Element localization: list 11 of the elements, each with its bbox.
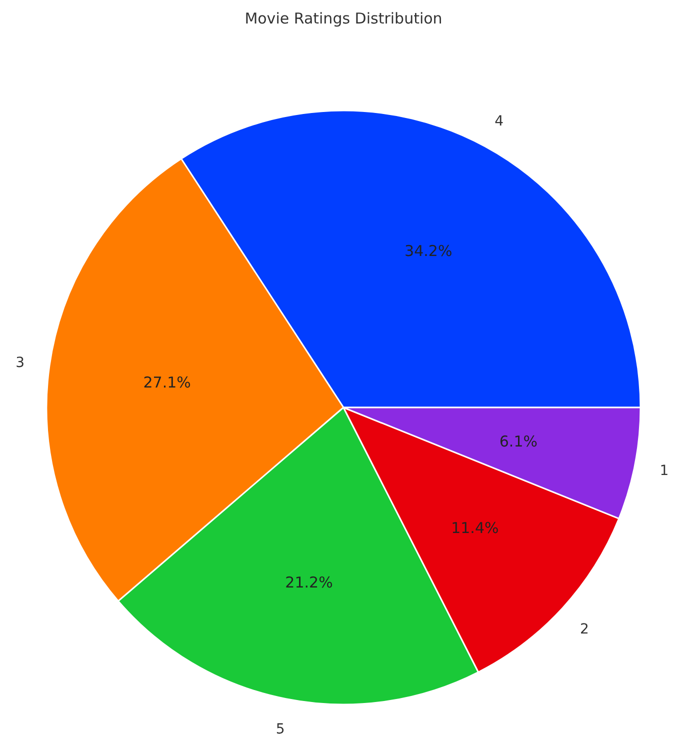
slice-label: 5	[276, 722, 285, 738]
chart-title: Movie Ratings Distribution	[244, 10, 442, 28]
slice-label: 4	[494, 114, 504, 130]
data-label: 21.2%	[285, 573, 333, 592]
slice-label: 2	[580, 622, 589, 638]
data-label: 11.4%	[451, 518, 499, 537]
data-label: 6.1%	[499, 432, 538, 450]
slice-label: 3	[16, 354, 25, 371]
data-label: 27.1%	[143, 373, 191, 392]
data-label: 34.2%	[404, 242, 452, 260]
slice-label: 1	[660, 463, 669, 480]
